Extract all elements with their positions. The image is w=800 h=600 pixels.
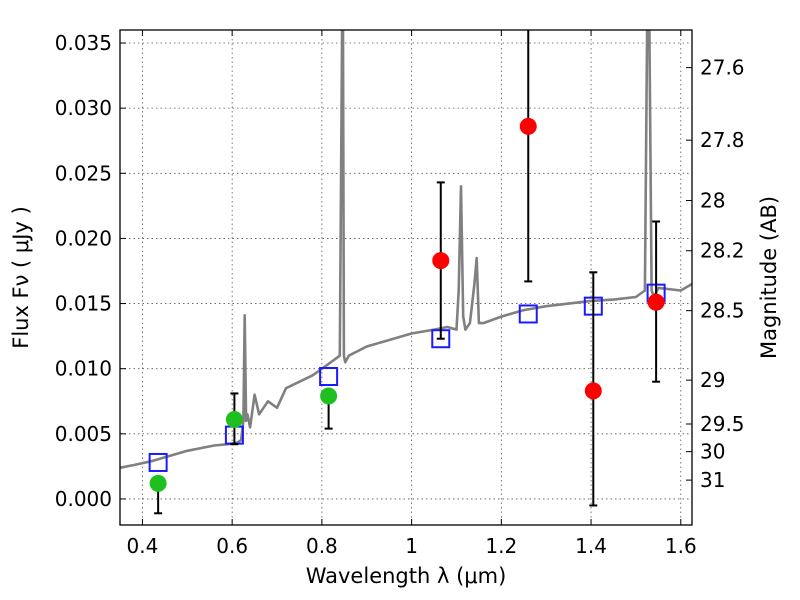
x-tick-label: 1.2 — [485, 534, 517, 558]
observed-data-point — [519, 117, 537, 135]
mag-tick-label: 28.2 — [700, 239, 745, 263]
grid — [120, 30, 692, 525]
y-tick-label: 0.025 — [55, 161, 112, 185]
y-axis-label: Flux Fν ( μJy ) — [9, 206, 33, 349]
model-spectrum-line — [120, 30, 692, 469]
observed-data-point — [647, 293, 665, 311]
axes: 0.4 0.6 0.8 1 1.2 1.4 1.6 0.000 0.005 0.010 0.015 0… — [55, 30, 745, 558]
y-tick-label: 0.010 — [55, 357, 112, 381]
x-tick-label: 0.4 — [127, 534, 159, 558]
mag-tick-label: 31 — [700, 468, 725, 492]
y-tick-label: 0.020 — [55, 226, 112, 250]
y2-axis-label: Magnitude (AB) — [757, 196, 781, 359]
model-photometry-square — [319, 367, 339, 386]
mag-tick-label: 29.5 — [700, 412, 745, 436]
x-tick-label: 0.8 — [306, 534, 338, 558]
mag-tick-label: 27.8 — [700, 128, 745, 152]
mag-tick-label: 28.5 — [700, 299, 745, 323]
x-tick-label: 0.6 — [216, 534, 248, 558]
mag-tick-label: 28 — [700, 189, 725, 213]
x-axis-label: Wavelength λ (μm) — [306, 564, 507, 588]
x-tick-label: 1.4 — [575, 534, 607, 558]
y-tick-label: 0.035 — [55, 31, 112, 55]
plot-area — [120, 30, 692, 515]
mag-tick-label: 27.6 — [700, 56, 745, 80]
model-photometry-square — [148, 452, 168, 472]
observed-data-point — [584, 382, 602, 400]
observed-data-point — [320, 387, 338, 405]
observed-data-point — [225, 410, 243, 428]
plot-frame — [119, 29, 693, 526]
mag-tick-label: 30 — [700, 440, 725, 464]
y-tick-label: 0.030 — [55, 96, 112, 120]
mag-tick-label: 29 — [700, 368, 725, 392]
y-tick-label: 0.000 — [55, 487, 112, 511]
x-tick-label: 1.6 — [665, 534, 697, 558]
observed-data-point — [149, 474, 167, 492]
observed-data-point — [432, 252, 450, 270]
model-photometry-square — [518, 304, 538, 324]
x-tick-label: 1 — [405, 534, 418, 558]
y-tick-label: 0.015 — [55, 292, 112, 316]
y-tick-label: 0.005 — [55, 422, 112, 446]
